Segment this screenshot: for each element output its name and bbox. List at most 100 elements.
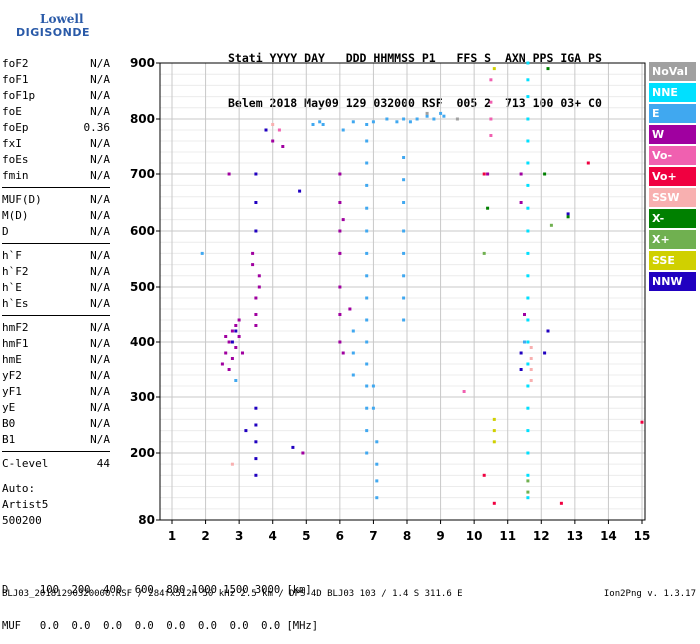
- data-point: [254, 423, 258, 427]
- header-labels: Stati YYYY DAY DDD HHMMSS P1 FFS S AXN P…: [228, 51, 602, 65]
- data-point: [311, 123, 315, 126]
- data-point: [200, 251, 204, 255]
- data-point: [375, 479, 379, 483]
- param-value: N/A: [90, 321, 110, 334]
- data-point: [425, 114, 429, 118]
- param-name: hmE: [2, 353, 22, 366]
- data-point: [351, 373, 355, 377]
- data-point: [237, 318, 241, 322]
- data-point: [230, 357, 234, 360]
- data-point: [234, 379, 238, 382]
- param-value: N/A: [90, 385, 110, 398]
- param-name: foF2: [2, 57, 29, 70]
- param-row: foF1 N/A: [2, 72, 110, 88]
- data-point: [402, 201, 406, 204]
- data-point: [365, 451, 369, 455]
- param-name: foEs: [2, 153, 29, 166]
- y-tick-label: 300: [130, 390, 155, 404]
- param-row: hmF1 N/A: [2, 336, 110, 352]
- data-point: [254, 324, 258, 327]
- param-row: fxI N/A: [2, 136, 110, 152]
- param-name: foF1p: [2, 89, 36, 102]
- data-point: [402, 156, 406, 159]
- param-name: M(D): [2, 209, 29, 222]
- data-point: [402, 318, 406, 322]
- data-point: [566, 212, 570, 216]
- param-row: h`E N/A: [2, 280, 110, 296]
- param-row: yF1 N/A: [2, 384, 110, 400]
- data-point: [254, 313, 258, 316]
- data-point: [395, 120, 399, 124]
- data-point: [586, 161, 590, 165]
- param-value: N/A: [90, 209, 110, 222]
- data-point: [254, 201, 258, 204]
- data-point: [385, 117, 389, 121]
- data-point: [338, 313, 342, 316]
- data-point: [482, 251, 486, 255]
- y-tick-label: 700: [130, 167, 155, 181]
- data-point: [234, 329, 238, 333]
- footer-version: Ion2Png v. 1.3.17: [603, 589, 696, 599]
- data-point: [526, 473, 530, 477]
- data-point: [526, 251, 530, 255]
- data-point: [402, 229, 406, 233]
- data-point: [230, 340, 234, 344]
- data-point: [482, 172, 486, 176]
- x-tick-label: 14: [600, 529, 617, 543]
- data-point: [526, 139, 530, 143]
- param-value: N/A: [90, 401, 110, 414]
- data-point: [526, 340, 530, 344]
- param-name: MUF(D): [2, 193, 42, 206]
- data-point: [492, 440, 496, 444]
- data-point: [566, 215, 570, 219]
- data-point: [237, 335, 241, 338]
- data-point: [251, 263, 255, 267]
- param-name: h`Es: [2, 297, 29, 310]
- legend-item-x-: X+: [649, 230, 696, 249]
- data-point: [365, 296, 369, 300]
- data-point: [348, 307, 352, 311]
- data-point: [301, 451, 305, 455]
- data-point: [526, 161, 530, 165]
- param-value: N/A: [90, 353, 110, 366]
- data-point: [251, 251, 255, 255]
- param-separator: [2, 243, 110, 244]
- auto-scaling-info: Auto: Artist5 500200: [2, 481, 48, 529]
- data-point: [402, 274, 406, 278]
- legend-item-x-: X-: [649, 209, 696, 228]
- data-point: [375, 462, 379, 466]
- data-point: [526, 296, 530, 300]
- param-value: N/A: [90, 153, 110, 166]
- param-row: foF1p N/A: [2, 88, 110, 104]
- data-point: [338, 172, 342, 176]
- data-point: [402, 178, 406, 182]
- param-name: B0: [2, 417, 16, 430]
- data-point: [489, 78, 493, 82]
- param-row: yF2 N/A: [2, 368, 110, 384]
- data-point: [519, 172, 523, 176]
- param-name: fxI: [2, 137, 22, 150]
- data-point: [351, 351, 355, 355]
- param-value: N/A: [90, 137, 110, 150]
- data-point: [254, 440, 258, 444]
- param-value: N/A: [90, 281, 110, 294]
- param-row: yE N/A: [2, 400, 110, 416]
- x-tick-label: 9: [436, 529, 444, 543]
- data-point: [432, 117, 436, 121]
- data-point: [526, 183, 530, 187]
- x-tick-label: 7: [369, 529, 377, 543]
- param-value: N/A: [90, 73, 110, 86]
- data-point: [371, 384, 375, 388]
- data-point: [489, 134, 493, 137]
- data-point: [244, 429, 248, 433]
- plot-frame: [159, 62, 646, 521]
- data-point: [486, 206, 490, 210]
- data-point: [234, 346, 238, 349]
- data-point: [281, 145, 285, 148]
- data-point: [365, 206, 369, 210]
- data-point: [227, 340, 231, 344]
- data-point: [526, 479, 530, 483]
- data-point: [519, 368, 523, 371]
- data-point: [341, 218, 345, 222]
- legend-item-sse: SSE: [649, 251, 696, 270]
